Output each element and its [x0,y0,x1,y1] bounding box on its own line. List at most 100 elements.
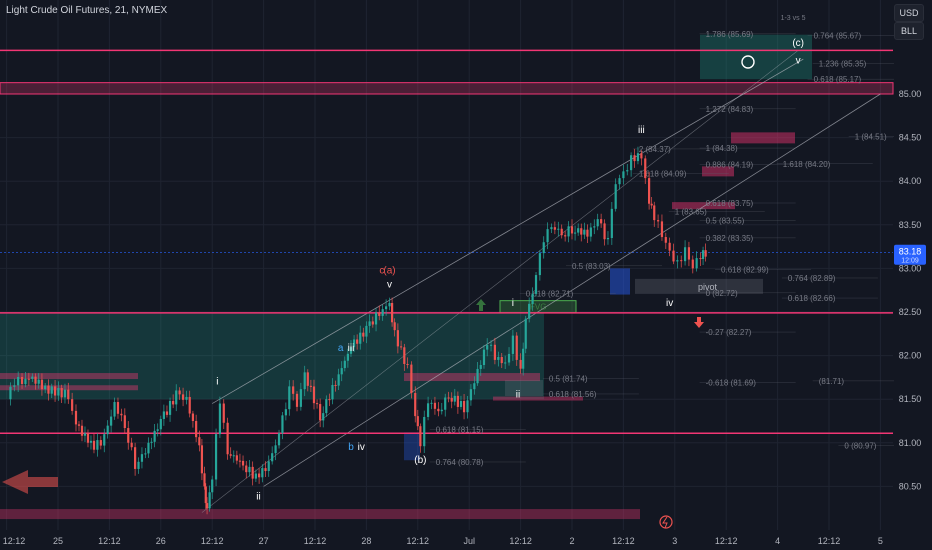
candle-body [456,395,459,407]
candle-body [162,411,165,419]
last-price-tag [894,244,926,265]
candle-body [229,454,232,456]
candle-body [589,227,592,237]
candle-body [538,253,541,276]
candle-body [356,339,359,344]
fib-label: -0.27 (82.27) [706,328,752,337]
candle-body [71,399,74,411]
candle-body [524,318,527,349]
down-arrow-icon [2,470,58,494]
candle-body [368,321,371,326]
candle-body [309,385,312,387]
price-tick-label: 83.00 [899,263,922,273]
candle-body [140,454,144,462]
price-tick-label: 83.50 [899,220,922,230]
price-tick-label: 81.00 [899,438,922,448]
candle-body [328,399,331,401]
candle-body [453,395,456,402]
candle-body [553,227,556,230]
candle-body [92,440,96,450]
candle-body [89,440,93,443]
candle-body [277,433,281,446]
fib-label: 0.764 (85.67) [814,32,862,41]
candle-body [626,170,629,172]
candle-body [614,184,617,209]
candle-body [676,260,679,262]
candle-body [80,425,84,436]
candle-body [447,397,450,399]
fib-label: 1.618 (84.09) [639,169,687,178]
candle-body [77,424,81,426]
time-tick-label: 12:12 [612,536,635,546]
fib-label: 1.618 (84.20) [783,160,831,169]
candle-body [254,473,257,479]
candle-body [306,372,309,386]
candle-body [391,302,394,323]
candle-body [580,228,583,235]
candle-body [120,413,123,416]
candle-body [672,250,675,262]
candle-body [288,386,291,410]
fvg-label: FVG [530,303,546,312]
candle-body [610,208,613,239]
wave-label: 1-3 vs 5 [781,15,806,22]
unit-button[interactable]: BLL [894,22,924,40]
candle-body [522,348,525,369]
candle-body [603,223,606,240]
candle-body [261,468,264,478]
wave-label: iii [638,125,645,136]
candle-body [159,418,162,430]
time-tick-label: 4 [775,536,780,546]
candle-body [560,228,563,236]
candle-body [74,410,78,425]
pivot-label: pivot [698,282,718,292]
wave-label: c [379,266,384,277]
candle-body [27,378,30,380]
candle-body [573,232,577,234]
candle-body [406,363,409,365]
candle-body [507,353,511,363]
candle-body [515,335,518,360]
candle-body [17,376,20,386]
price-tick-label: 84.50 [899,133,922,143]
wave-label: iv [358,442,365,453]
candle-body [550,227,553,230]
pivot-zone [635,278,763,294]
time-tick-label: 12:12 [818,536,841,546]
time-tick-label: 5 [878,536,883,546]
fib-label: 0.618 (85.17) [814,75,862,84]
fib-label: 1 (84.38) [706,144,738,153]
candle-body [20,376,24,384]
time-tick-label: 12:12 [201,536,224,546]
candle-body [437,408,440,412]
candle-body [271,453,274,462]
channel-line [263,93,881,487]
last-price-time: 12:09 [901,258,919,265]
candle-body [110,416,113,426]
candle-body [622,171,625,179]
candle-body [295,393,299,407]
candle-body [600,219,603,224]
fib-label: 0 (82.72) [706,289,738,298]
candle-body [648,178,651,204]
currency-button[interactable]: USD [894,4,924,22]
candle-body [211,479,214,493]
candle-body [130,442,133,448]
candle-body [511,335,514,354]
price-tick-label: 82.50 [899,307,922,317]
fib-label: 1.272 (84.83) [706,105,754,114]
candle-body [618,178,621,185]
candle-body [172,400,175,405]
candle-body [497,357,500,360]
order-block [404,432,420,461]
candle-body [374,312,378,325]
candle-body [134,447,137,469]
candle-body [340,368,343,375]
price-axis [894,0,932,550]
candle-body [331,384,334,400]
candle-body [191,413,195,422]
price-tick-label: 81.50 [899,394,922,404]
candle-body [473,383,476,390]
candle-body [343,360,346,369]
